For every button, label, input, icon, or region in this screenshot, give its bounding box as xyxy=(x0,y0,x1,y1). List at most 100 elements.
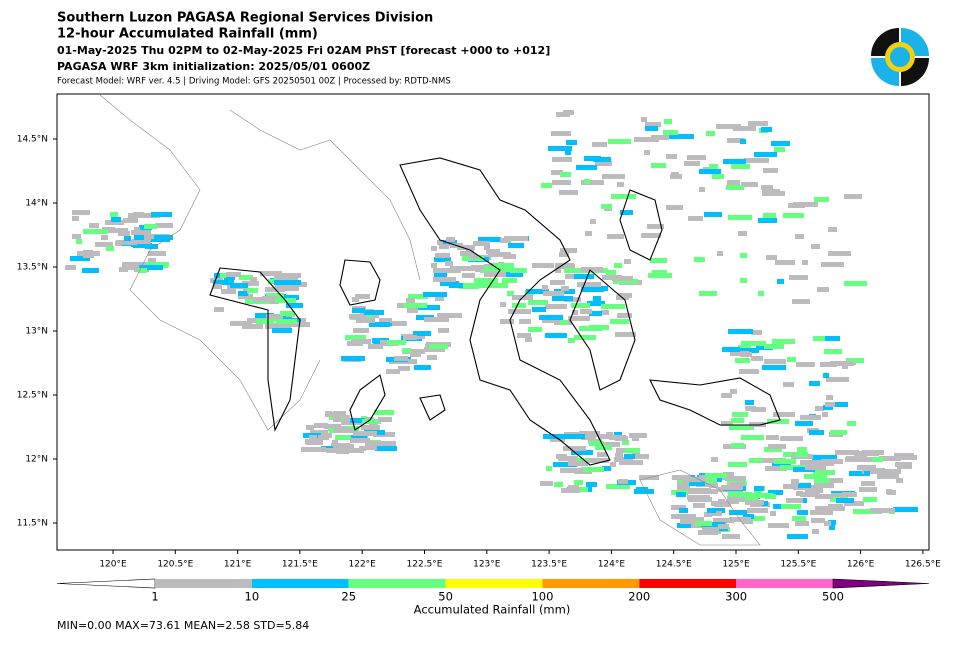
rain-cell xyxy=(775,260,795,265)
rain-cell xyxy=(806,488,823,493)
rain-cell xyxy=(560,248,577,253)
rain-cell xyxy=(581,267,603,272)
rain-cell xyxy=(563,446,586,451)
rain-cell xyxy=(506,272,523,277)
rain-cell xyxy=(510,268,524,273)
rain-cell xyxy=(83,250,93,255)
rain-cell xyxy=(407,308,418,313)
rain-cell xyxy=(242,281,259,286)
rain-cell xyxy=(124,236,131,241)
rain-cell xyxy=(870,508,895,513)
rain-cell xyxy=(424,317,449,322)
rain-cell xyxy=(469,254,478,259)
rain-cell xyxy=(268,324,291,329)
rain-cell xyxy=(462,273,475,278)
rain-cell xyxy=(607,234,624,239)
rain-cell xyxy=(356,318,375,323)
rain-cell xyxy=(581,435,596,440)
lat-label: 13°N xyxy=(25,327,48,337)
colorbar-segment xyxy=(542,579,640,588)
rain-cell xyxy=(791,483,811,488)
rain-cell xyxy=(814,197,829,202)
rain-cell xyxy=(144,262,169,267)
rain-cell xyxy=(768,523,789,528)
rain-cell xyxy=(89,223,99,228)
rain-cell xyxy=(602,466,611,471)
rain-cell xyxy=(540,481,553,486)
rain-cell xyxy=(696,482,717,487)
rain-cell xyxy=(698,530,718,535)
rain-cell xyxy=(551,131,571,136)
rain-cell xyxy=(793,467,815,472)
rain-cell xyxy=(796,362,815,367)
rain-cell xyxy=(386,369,400,374)
rain-cell xyxy=(823,405,833,410)
rain-cell xyxy=(800,492,820,497)
lon-label: 124°E xyxy=(598,560,626,570)
rain-cell xyxy=(699,169,721,174)
rain-cell xyxy=(118,231,130,236)
rain-cell xyxy=(581,180,604,185)
rain-cell xyxy=(743,514,754,519)
rain-cell xyxy=(809,381,820,386)
rain-cell xyxy=(587,301,605,306)
rain-cell xyxy=(525,337,532,342)
colorbar-tick-label: 300 xyxy=(725,590,747,604)
rain-cell xyxy=(897,464,912,469)
rain-cell xyxy=(486,249,500,254)
rain-cell xyxy=(532,263,554,268)
rain-cell xyxy=(664,119,672,124)
rain-cell xyxy=(783,213,804,218)
rain-cell xyxy=(574,480,583,485)
rain-cell xyxy=(780,436,803,441)
rain-cell xyxy=(817,287,829,292)
rain-cell xyxy=(250,277,257,282)
rain-cell xyxy=(266,293,284,298)
rain-cell xyxy=(831,493,844,498)
rain-cell xyxy=(353,431,377,436)
rain-cell xyxy=(770,511,776,516)
rain-cell xyxy=(835,450,859,455)
rain-cell xyxy=(606,484,630,489)
rain-cell xyxy=(542,285,548,290)
rain-cell xyxy=(828,504,843,509)
rain-cell xyxy=(341,356,365,361)
rain-cell xyxy=(689,481,705,486)
colorbar-tick-label: 100 xyxy=(531,590,553,604)
rain-cell xyxy=(815,494,834,499)
rain-cell xyxy=(814,478,830,483)
rain-cell xyxy=(741,435,764,440)
rain-cell xyxy=(706,131,715,136)
rain-cell xyxy=(364,310,384,315)
rain-cell xyxy=(797,447,807,452)
rain-cell xyxy=(435,296,444,301)
colorbar-tick-label: 200 xyxy=(628,590,650,604)
rain-cell xyxy=(877,474,899,479)
rain-cell xyxy=(727,138,744,143)
rain-cell xyxy=(439,244,449,249)
rain-cell xyxy=(645,126,658,131)
rain-cell xyxy=(457,245,475,250)
rain-cell xyxy=(561,286,569,291)
colorbar: 1 10 25 50 100 200 300 500 xyxy=(56,578,930,604)
rain-cell xyxy=(408,294,428,299)
rain-cell xyxy=(333,417,341,422)
title: Southern Luzon PAGASA Regional Services … xyxy=(57,11,433,26)
rain-cell xyxy=(787,357,796,362)
rain-cell xyxy=(859,487,877,492)
rain-cell xyxy=(823,373,829,378)
rain-cell xyxy=(372,313,379,318)
rain-cell xyxy=(433,277,456,282)
rain-cell xyxy=(617,182,624,187)
rain-cell xyxy=(332,440,338,445)
rain-cell xyxy=(560,320,568,325)
rain-cell xyxy=(213,284,222,289)
rain-cell xyxy=(580,309,592,314)
rain-cell xyxy=(863,497,877,502)
rain-cell xyxy=(774,459,796,464)
rain-cell xyxy=(830,361,854,366)
rain-cell xyxy=(824,349,842,354)
rain-cell xyxy=(728,329,753,334)
rain-cell xyxy=(508,309,531,314)
rain-cell xyxy=(548,146,572,151)
